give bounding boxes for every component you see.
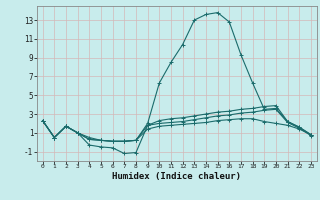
- X-axis label: Humidex (Indice chaleur): Humidex (Indice chaleur): [112, 172, 241, 181]
